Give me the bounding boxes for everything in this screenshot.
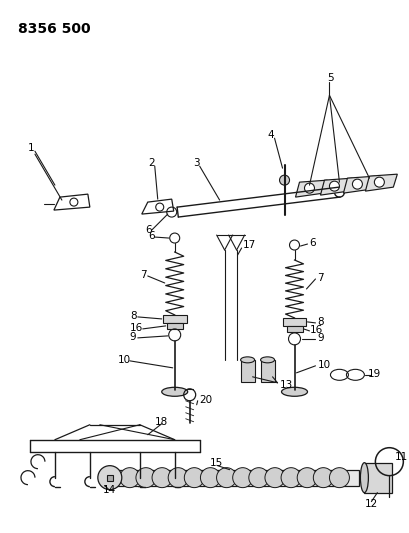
Circle shape [373,177,383,187]
Text: 8: 8 [130,311,136,321]
Text: 3: 3 [192,158,199,168]
Text: 7: 7 [139,270,146,280]
Text: 17: 17 [242,240,255,250]
Text: 12: 12 [364,498,377,508]
Circle shape [329,181,339,191]
Circle shape [304,183,314,193]
Circle shape [297,467,317,488]
Circle shape [264,467,284,488]
Ellipse shape [360,463,368,492]
Circle shape [279,175,289,185]
Text: 6: 6 [309,238,315,248]
Polygon shape [343,176,375,193]
Text: 8356 500: 8356 500 [18,22,90,36]
Circle shape [98,466,121,490]
Text: 6: 6 [144,225,151,235]
Text: 7: 7 [317,273,323,283]
Circle shape [216,467,236,488]
Polygon shape [364,174,396,191]
Circle shape [232,467,252,488]
Bar [115,470,359,486]
Bar [107,475,112,481]
Text: 16: 16 [130,323,143,333]
Text: 16: 16 [309,325,322,335]
Text: 18: 18 [154,417,168,427]
Ellipse shape [161,387,187,397]
Ellipse shape [281,387,307,397]
Text: 14: 14 [103,484,116,495]
Text: 8: 8 [317,317,323,327]
Circle shape [136,467,155,488]
Text: 15: 15 [209,458,222,467]
Text: 10: 10 [117,355,130,365]
Ellipse shape [240,357,254,363]
Bar [282,318,306,326]
Bar [260,360,274,382]
Bar [240,360,254,382]
Bar [162,315,186,323]
Text: 13: 13 [279,380,292,390]
Circle shape [200,467,220,488]
Circle shape [119,467,139,488]
Circle shape [168,467,188,488]
Circle shape [184,467,204,488]
Text: 6: 6 [147,231,154,241]
Text: 1: 1 [28,143,34,153]
Text: 9: 9 [317,333,323,343]
Circle shape [329,467,348,488]
Circle shape [352,179,362,189]
Text: 19: 19 [366,369,380,379]
Ellipse shape [260,357,274,363]
Polygon shape [320,178,352,195]
Text: 10: 10 [317,360,330,370]
Text: 11: 11 [393,451,407,462]
Circle shape [152,467,172,488]
Bar [286,326,302,332]
Bar [364,463,391,492]
Circle shape [281,467,300,488]
Circle shape [312,467,333,488]
Text: 2: 2 [147,158,154,168]
Text: 5: 5 [327,74,333,83]
Text: 9: 9 [130,332,136,342]
Polygon shape [295,180,327,197]
Text: 20: 20 [199,395,212,405]
Bar [166,323,182,329]
Circle shape [248,467,268,488]
Text: 4: 4 [267,130,274,140]
